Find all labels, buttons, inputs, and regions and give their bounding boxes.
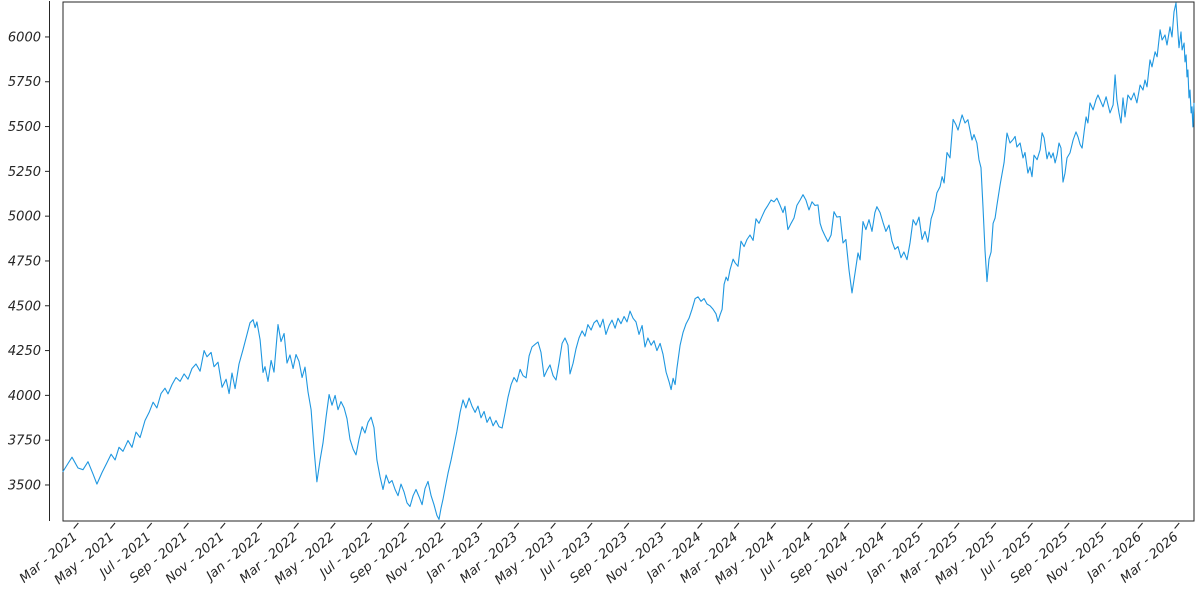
x-tick-mark: [330, 522, 336, 529]
x-tick-mark: [73, 522, 79, 529]
x-tick-mark: [403, 522, 410, 529]
x-tick-mark: [843, 522, 850, 529]
x-tick-mark: [660, 522, 666, 529]
x-tick-mark: [1100, 522, 1107, 529]
y-tick-label: 6000: [8, 30, 41, 45]
x-tick-mark: [954, 522, 960, 529]
y-tick-label: 4250: [8, 344, 41, 359]
y-tick-label: 4500: [8, 299, 41, 314]
y-tick-label: 4000: [8, 389, 41, 404]
x-tick-mark: [110, 522, 116, 529]
y-tick-label: 5250: [8, 165, 41, 180]
x-tick-mark: [220, 522, 226, 529]
y-tick-label: 5750: [8, 75, 41, 90]
x-tick-mark: [807, 522, 813, 529]
y-tick-label: 3500: [8, 478, 41, 493]
x-tick-mark: [587, 522, 593, 529]
x-tick-mark: [990, 522, 997, 529]
x-tick-mark: [146, 522, 153, 529]
x-tick-mark: [476, 522, 483, 529]
x-tick-mark: [623, 522, 630, 529]
x-tick-mark: [293, 522, 299, 529]
x-tick-mark: [513, 522, 520, 529]
y-tick-label: 5000: [8, 210, 41, 225]
x-tick-mark: [1174, 522, 1180, 529]
y-tick-label: 4750: [8, 254, 41, 269]
plot-border-group: [62, 1, 1195, 522]
x-tick-mark: [366, 522, 373, 529]
series-group: [62, 2, 1195, 520]
x-tick-mark: [550, 522, 556, 529]
x-tick-mark: [697, 522, 703, 529]
y-tick-label: 3750: [8, 434, 41, 449]
x-tick-mark: [917, 522, 923, 529]
x-tick-mark: [733, 522, 740, 529]
x-tick-mark: [256, 522, 263, 529]
y-axis: 3500 3750 4000 4250 4500 4750 5000 5250 5500 5750…: [8, 1, 50, 521]
price-line: [62, 2, 1195, 520]
x-tick-mark: [1064, 522, 1070, 529]
plot-border: [62, 1, 1195, 522]
x-tick-mark: [1137, 522, 1143, 529]
x-tick-mark: [183, 522, 189, 529]
x-tick-mark: [1027, 522, 1033, 529]
x-tick-mark: [440, 522, 446, 529]
y-tick-label: 5500: [8, 120, 41, 135]
x-tick-mark: [880, 522, 887, 529]
x-tick-mark: [770, 522, 776, 529]
